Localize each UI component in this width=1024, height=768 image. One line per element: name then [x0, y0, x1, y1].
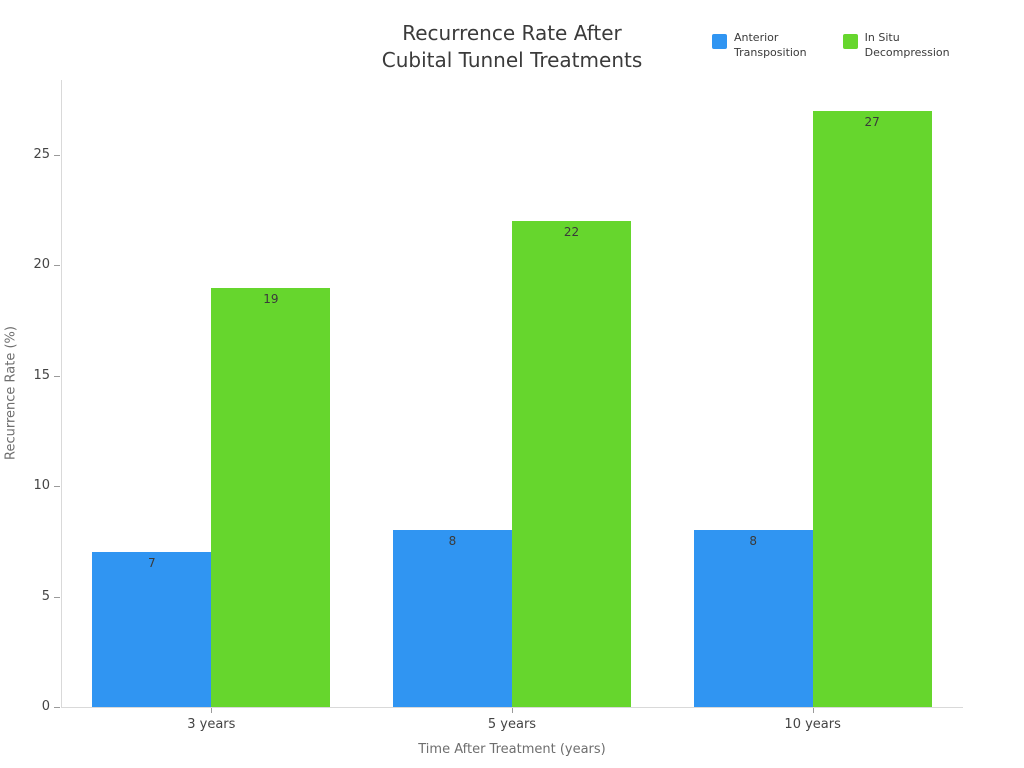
bar-value-label: 22 — [563, 225, 580, 239]
bar-anterior-transposition-3-years — [92, 552, 212, 707]
y-tick-mark — [54, 596, 60, 598]
legend-label-line: Decompression — [864, 46, 950, 59]
legend-label-line: Anterior — [734, 31, 779, 44]
x-axis-title: Time After Treatment (years) — [418, 742, 606, 757]
legend-label-line: Transposition — [734, 46, 807, 59]
legend: Anterior Transposition In Situ Decompres… — [712, 30, 950, 60]
bar-in-situ-decompression-3-years — [211, 288, 331, 707]
y-tick-label: 15 — [33, 367, 50, 383]
y-tick-mark — [54, 486, 60, 488]
bar-in-situ-decompression-10-years — [812, 111, 932, 707]
legend-label-anterior-transposition: Anterior Transposition — [734, 30, 807, 60]
y-tick-label: 5 — [41, 588, 50, 604]
chart-title: Recurrence Rate After Cubital Tunnel Tre… — [0, 20, 1024, 74]
bar-value-label: 27 — [864, 115, 880, 129]
y-tick-mark — [54, 265, 60, 267]
x-tick-mark — [211, 708, 213, 713]
bar-anterior-transposition-5-years — [393, 530, 512, 707]
legend-item-in-situ-decompression[interactable]: In Situ Decompression — [842, 30, 950, 60]
y-tick-label: 25 — [33, 147, 50, 163]
y-tick-label: 20 — [33, 257, 50, 273]
y-tick-label: 0 — [41, 699, 50, 714]
chart-title-line-1: Recurrence Rate After — [402, 21, 622, 45]
bar-in-situ-decompression-5-years — [512, 221, 631, 707]
y-axis-line — [61, 80, 62, 707]
bar-value-label: 19 — [263, 292, 279, 306]
legend-label-in-situ-decompression: In Situ Decompression — [865, 30, 950, 60]
legend-swatch-green-icon — [842, 34, 858, 49]
legend-label-line: In Situ — [864, 31, 900, 44]
x-tick-mark — [812, 708, 814, 713]
bar-value-label: 8 — [448, 534, 457, 548]
x-axis-line — [61, 707, 963, 708]
legend-item-anterior-transposition[interactable]: Anterior Transposition — [712, 30, 807, 60]
x-tick-label: 5 years — [487, 717, 537, 732]
y-axis-title: Recurrence Rate (%) — [3, 326, 19, 460]
legend-swatch-blue-icon — [712, 34, 727, 49]
bar-value-label: 7 — [148, 556, 156, 570]
y-tick-mark — [54, 155, 60, 157]
x-tick-label: 10 years — [784, 717, 841, 732]
x-tick-mark — [512, 708, 513, 713]
chart-title-line-2: Cubital Tunnel Treatments — [381, 48, 643, 72]
bar-anterior-transposition-10-years — [693, 530, 813, 707]
y-tick-mark — [54, 375, 60, 377]
bar-value-label: 8 — [749, 534, 757, 548]
x-tick-label: 3 years — [187, 717, 236, 732]
y-tick-mark — [54, 707, 60, 708]
y-tick-label: 10 — [33, 478, 50, 494]
